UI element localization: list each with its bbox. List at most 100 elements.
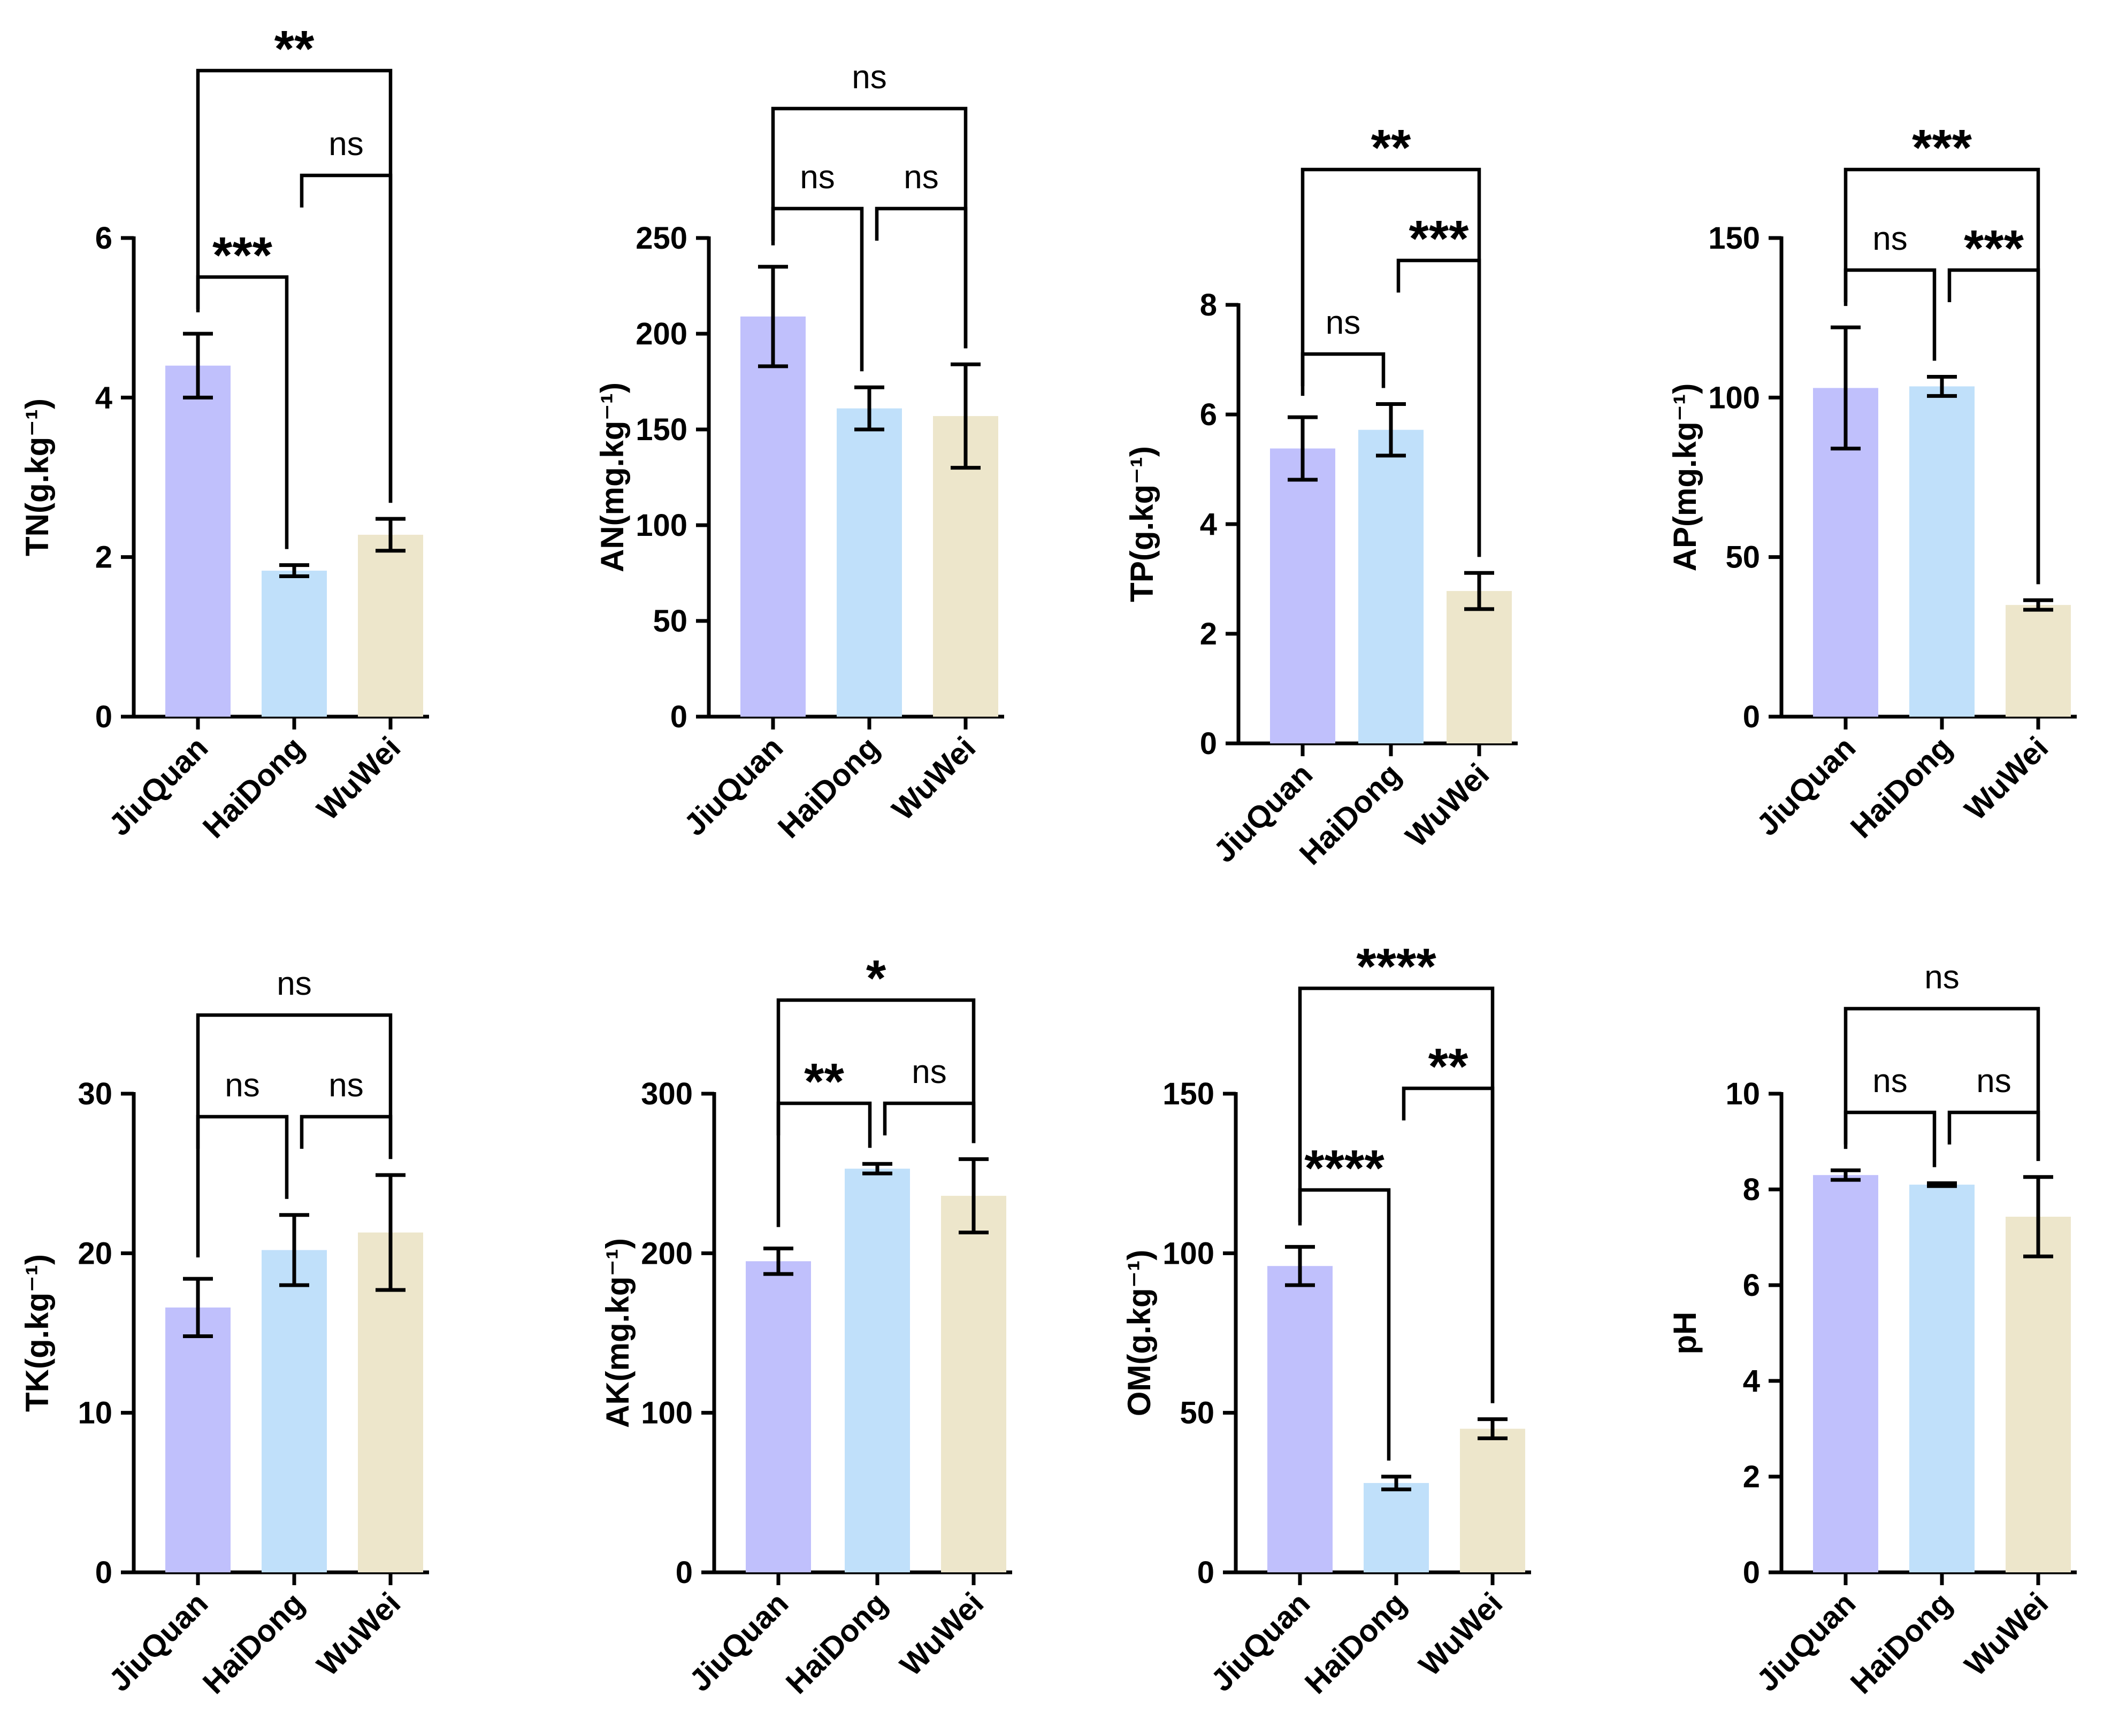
significance-label: ns [277,965,311,1002]
significance-label: ns [1872,220,1907,257]
y-tick-label: 2 [1200,617,1217,651]
significance-label: **** [1304,1140,1384,1197]
y-tick-label: 100 [641,1396,693,1431]
x-tick-label-haidong: HaiDong [1844,1586,1959,1701]
y-tick-label: 0 [676,1555,693,1590]
x-tick-label-jiuquan: JiuQuan [1750,1586,1862,1698]
bar-haidong [262,1250,327,1572]
significance-bracket [300,173,393,503]
y-tick-label: 0 [95,1555,112,1590]
y-tick-label: 150 [1708,221,1760,256]
significance-bracket [196,68,393,503]
y-tick-label: 4 [1743,1364,1760,1399]
bar-haidong [1909,386,1975,717]
significance-label: ** [1428,1038,1468,1095]
y-tick-label: 0 [1743,700,1760,734]
bar-jiuquan [746,1261,811,1572]
significance-label: ns [1326,304,1360,341]
y-axis-title: AN(mg.kg⁻¹) [594,382,630,572]
y-tick-label: 100 [1708,380,1760,415]
x-tick-label-jiuquan: JiuQuan [1204,1586,1317,1698]
significance-bracket [300,1115,393,1159]
significance-bracket [1402,1086,1495,1403]
significance-label: ** [804,1053,844,1110]
x-tick-label-haidong: HaiDong [1844,730,1959,845]
y-tick-label: 0 [670,700,687,734]
bar-wuwei [358,534,423,717]
y-tick-label: 250 [636,221,687,256]
significance-bracket [196,1115,289,1199]
significance-label: ns [328,126,363,163]
y-tick-label: 0 [1200,726,1217,761]
bar-wuwei [1447,591,1512,743]
significance-label: ns [912,1054,946,1090]
x-tick-label-wuwei: WuWei [1399,757,1496,854]
y-axis-title: TN(g.kg⁻¹) [19,398,55,556]
significance-label: ns [1976,1063,2011,1100]
y-tick-label: 2 [95,540,112,575]
y-axis-title: AP(mg.kg⁻¹) [1667,383,1703,572]
x-tick-label-wuwei: WuWei [1412,1586,1509,1683]
y-axis-title: OM(g.kg⁻¹) [1121,1250,1157,1417]
y-tick-label: 50 [653,604,687,639]
y-tick-label: 6 [95,221,112,256]
bar-haidong [262,571,327,717]
y-tick-label: 6 [1743,1268,1760,1303]
bar-jiuquan [1270,448,1335,743]
y-tick-label: 6 [1200,397,1217,432]
bar-jiuquan [165,365,231,717]
y-axis-title: TK(g.kg⁻¹) [19,1254,55,1412]
bar-haidong [837,408,902,717]
bar-jiuquan [740,316,806,717]
bar-haidong [1909,1185,1975,1572]
significance-label: *** [1409,210,1469,267]
x-tick-label-haidong: HaiDong [771,730,886,845]
significance-bracket [771,106,968,349]
y-axis-title: pH [1667,1312,1703,1355]
x-tick-label-haidong: HaiDong [196,730,311,845]
significance-label: **** [1356,938,1436,995]
chart-panel-6: 0 100 200 300 AK(mg.kg⁻¹) JiuQuanHaiDongWuWei… [600,950,1012,1701]
significance-bracket [1843,1007,2040,1161]
significance-label: ns [1924,959,1959,996]
significance-bracket [196,1013,393,1258]
y-tick-label: 300 [641,1077,693,1111]
significance-label: *** [212,227,273,284]
significance-label: *** [1964,220,2024,277]
significance-bracket [1301,352,1386,388]
y-tick-label: 8 [1200,288,1217,322]
significance-bracket [1843,1110,1937,1167]
bar-wuwei [2006,605,2071,717]
bar-haidong [1364,1482,1429,1572]
significance-bracket [875,206,968,349]
significance-label: ns [904,159,938,196]
y-tick-label: 10 [78,1396,112,1431]
x-tick-label-jiuquan: JiuQuan [677,730,790,842]
significance-label: ns [1872,1063,1907,1100]
y-tick-label: 4 [1200,507,1217,542]
bar-wuwei [2006,1217,2071,1572]
y-tick-label: 100 [636,508,687,543]
bar-haidong [1358,429,1424,743]
x-tick-label-jiuquan: JiuQuan [683,1586,795,1698]
significance-label: * [866,950,886,1007]
y-tick-label: 4 [95,380,112,415]
bar-jiuquan [1813,1175,1878,1572]
y-tick-label: 0 [95,700,112,734]
y-tick-label: 8 [1743,1172,1760,1207]
significance-label: ** [274,20,315,78]
y-axis-title: AK(mg.kg⁻¹) [600,1238,636,1428]
y-tick-label: 200 [636,317,687,351]
x-tick-label-wuwei: WuWei [310,730,407,827]
x-tick-label-wuwei: WuWei [310,1586,407,1683]
chart-panel-3: 02468TP(g.kg⁻¹)JiuQuanHaiDongWuWeins****… [1124,119,1518,872]
y-tick-label: 30 [78,1077,112,1111]
significance-label: ns [800,159,835,196]
bar-jiuquan [1267,1266,1333,1572]
significance-bracket [1947,1110,2040,1161]
y-tick-label: 10 [1725,1077,1760,1111]
significance-bracket [883,1101,976,1143]
